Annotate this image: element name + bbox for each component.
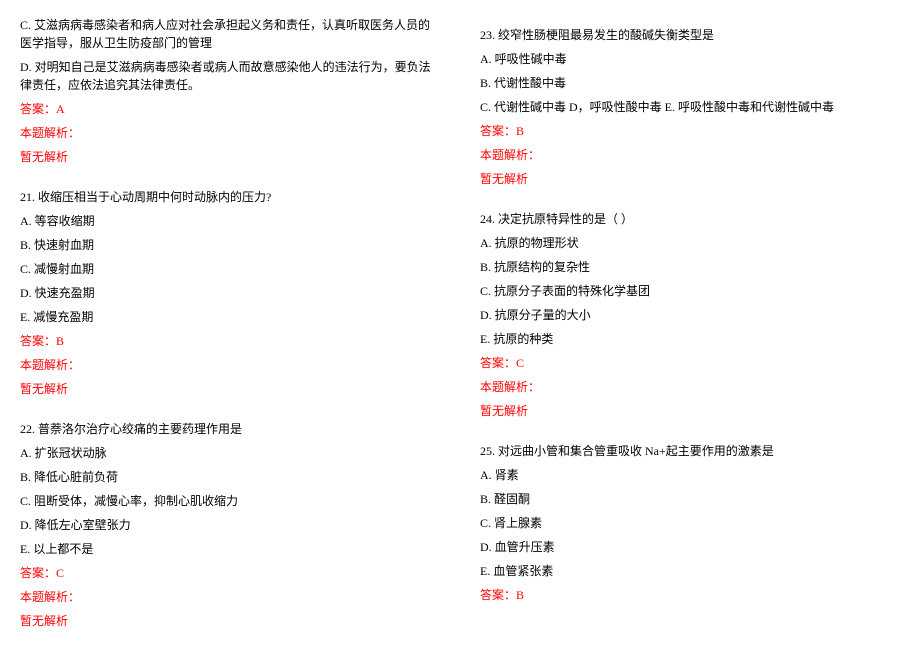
option-a: A. 扩张冠状动脉 [20,444,440,462]
option-e: E. 抗原的种类 [480,330,900,348]
option-c: C. 艾滋病病毒感染者和病人应对社会承担起义务和责任，认真听取医务人员的医学指导… [20,16,440,52]
analysis-text: 暂无解析 [480,170,900,188]
answer-text: 答案：B [20,332,440,350]
question-stem: 21. 收缩压相当于心动周期中何时动脉内的压力? [20,188,440,206]
option-b: B. 醛固酮 [480,490,900,508]
question-stem: 25. 对远曲小管和集合管重吸收 Na+起主要作用的激素是 [480,442,900,460]
option-a: A. 呼吸性碱中毒 [480,50,900,68]
option-c: C. 代谢性碱中毒 D，呼吸性酸中毒 E. 呼吸性酸中毒和代谢性碱中毒 [480,98,900,116]
option-b: B. 抗原结构的复杂性 [480,258,900,276]
answer-text: 答案：B [480,586,900,604]
prev-question-tail: C. 艾滋病病毒感染者和病人应对社会承担起义务和责任，认真听取医务人员的医学指导… [20,16,440,166]
option-c: C. 抗原分子表面的特殊化学基团 [480,282,900,300]
question-23: 23. 绞窄性肠梗阻最易发生的酸碱失衡类型是 A. 呼吸性碱中毒 B. 代谢性酸… [480,26,900,188]
analysis-label: 本题解析： [20,588,440,606]
question-stem: 22. 普萘洛尔治疗心绞痛的主要药理作用是 [20,420,440,438]
answer-text: 答案：A [20,100,440,118]
spacer [480,10,900,20]
question-22: 22. 普萘洛尔治疗心绞痛的主要药理作用是 A. 扩张冠状动脉 B. 降低心脏前… [20,420,440,630]
option-e: E. 血管紧张素 [480,562,900,580]
left-column: C. 艾滋病病毒感染者和病人应对社会承担起义务和责任，认真听取医务人员的医学指导… [0,0,460,662]
option-e: E. 以上都不是 [20,540,440,558]
option-c: C. 肾上腺素 [480,514,900,532]
analysis-text: 暂无解析 [20,148,440,166]
analysis-text: 暂无解析 [480,402,900,420]
answer-text: 答案：C [20,564,440,582]
option-a: A. 等容收缩期 [20,212,440,230]
option-c: C. 阻断受体，减慢心率，抑制心肌收缩力 [20,492,440,510]
question-24: 24. 决定抗原特异性的是（ ） A. 抗原的物理形状 B. 抗原结构的复杂性 … [480,210,900,420]
option-b: B. 降低心脏前负荷 [20,468,440,486]
page: C. 艾滋病病毒感染者和病人应对社会承担起义务和责任，认真听取医务人员的医学指导… [0,0,920,662]
option-d: D. 对明知自己是艾滋病病毒感染者或病人而故意感染他人的违法行为，要负法律责任，… [20,58,440,94]
option-d: D. 抗原分子量的大小 [480,306,900,324]
analysis-label: 本题解析： [480,378,900,396]
question-stem: 23. 绞窄性肠梗阻最易发生的酸碱失衡类型是 [480,26,900,44]
option-a: A. 抗原的物理形状 [480,234,900,252]
option-d: D. 降低左心室壁张力 [20,516,440,534]
question-25: 25. 对远曲小管和集合管重吸收 Na+起主要作用的激素是 A. 肾素 B. 醛… [480,442,900,604]
option-d: D. 快速充盈期 [20,284,440,302]
question-stem: 24. 决定抗原特异性的是（ ） [480,210,900,228]
analysis-text: 暂无解析 [20,612,440,630]
analysis-label: 本题解析： [480,146,900,164]
option-b: B. 快速射血期 [20,236,440,254]
option-c: C. 减慢射血期 [20,260,440,278]
analysis-label: 本题解析： [20,356,440,374]
answer-text: 答案：B [480,122,900,140]
option-a: A. 肾素 [480,466,900,484]
answer-text: 答案：C [480,354,900,372]
question-21: 21. 收缩压相当于心动周期中何时动脉内的压力? A. 等容收缩期 B. 快速射… [20,188,440,398]
option-d: D. 血管升压素 [480,538,900,556]
analysis-label: 本题解析： [20,124,440,142]
right-column: 23. 绞窄性肠梗阻最易发生的酸碱失衡类型是 A. 呼吸性碱中毒 B. 代谢性酸… [460,0,920,662]
option-b: B. 代谢性酸中毒 [480,74,900,92]
analysis-text: 暂无解析 [20,380,440,398]
option-e: E. 减慢充盈期 [20,308,440,326]
